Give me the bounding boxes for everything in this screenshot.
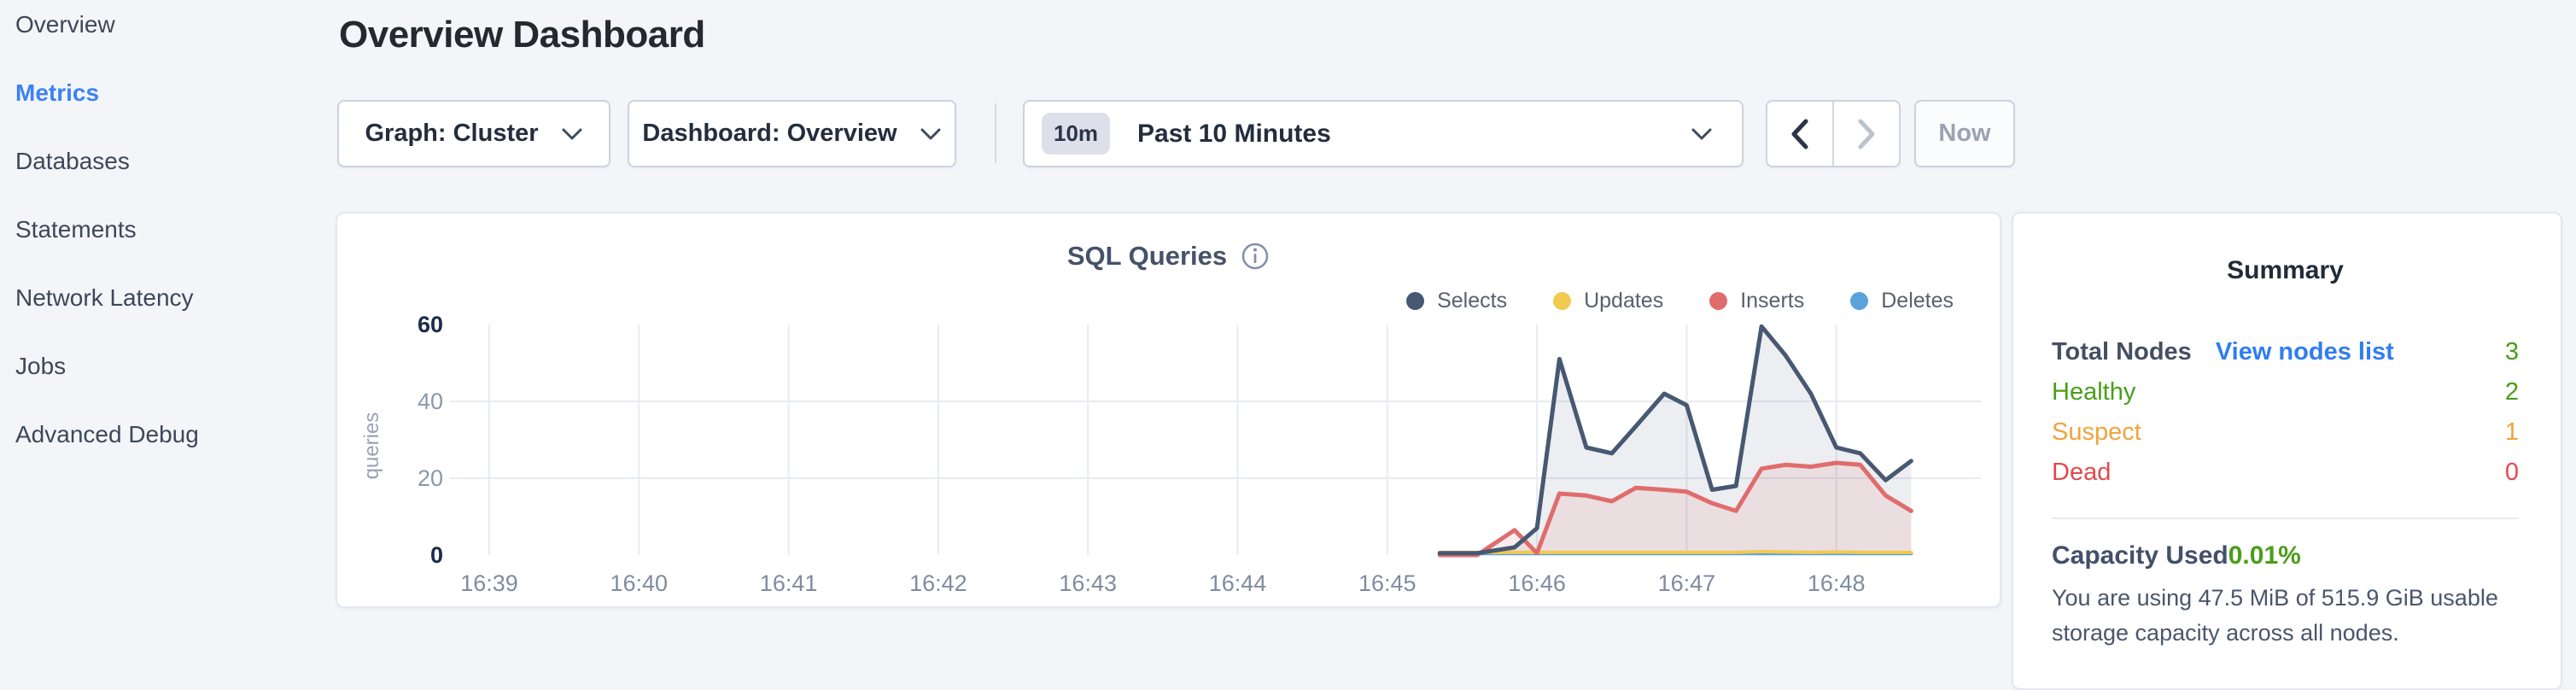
legend-label: Updates	[1584, 289, 1664, 313]
dashboard-dropdown[interactable]: Dashboard: Overview	[628, 100, 956, 167]
now-button[interactable]: Now	[1914, 100, 2015, 167]
svg-text:16:44: 16:44	[1209, 570, 1267, 596]
graph-scope-label: Graph: Cluster	[365, 120, 539, 147]
legend-item-updates: Updates	[1553, 289, 1663, 313]
svg-text:60: 60	[418, 312, 443, 337]
svg-text:40: 40	[418, 389, 443, 414]
time-range-badge: 10m	[1042, 113, 1111, 155]
sidebar-item-advanced-debug[interactable]: Advanced Debug	[15, 421, 199, 447]
info-icon[interactable]	[1241, 242, 1270, 271]
time-range-selector[interactable]: 10m Past 10 Minutes	[1023, 100, 1744, 167]
capacity-used-value: 0.01%	[2228, 541, 2301, 570]
dead-value: 0	[2504, 459, 2519, 486]
sidebar-item-overview[interactable]: Overview	[15, 11, 115, 38]
legend-label: Deletes	[1881, 289, 1954, 313]
time-window-arrows	[1766, 100, 1901, 167]
page-title: Overview Dashboard	[339, 14, 705, 56]
healthy-value: 2	[2504, 378, 2519, 406]
total-nodes-value: 3	[2504, 338, 2519, 365]
total-nodes-row: Total Nodes View nodes list 3	[2052, 338, 2519, 378]
dead-nodes-row: Dead 0	[2052, 459, 2519, 499]
controls-divider	[995, 103, 996, 163]
next-time-window-button[interactable]	[1834, 102, 1899, 166]
chevron-down-icon	[1691, 126, 1713, 142]
legend-dot-icon	[1709, 292, 1728, 310]
dashboard-controls: Graph: Cluster Dashboard: Overview 10m P…	[333, 100, 2576, 167]
legend-dot-icon	[1850, 292, 1869, 310]
chart-title: SQL Queries	[1066, 241, 1228, 271]
healthy-label: Healthy	[2052, 378, 2136, 406]
legend-item-deletes: Deletes	[1850, 289, 1954, 313]
chevron-down-icon	[561, 126, 583, 142]
healthy-nodes-row: Healthy 2	[2052, 378, 2519, 418]
summary-divider	[2052, 518, 2519, 519]
total-nodes-label: Total Nodes	[2052, 338, 2192, 365]
summary-title: Summary	[2227, 256, 2344, 284]
dead-label: Dead	[2052, 459, 2112, 486]
capacity-used-label: Capacity Used	[2052, 541, 2228, 570]
sidebar-item-databases[interactable]: Databases	[15, 148, 130, 174]
svg-text:0: 0	[430, 542, 443, 568]
time-range-label: Past 10 Minutes	[1137, 119, 1331, 148]
sidebar-item-network-latency[interactable]: Network Latency	[15, 284, 194, 311]
legend-item-selects: Selects	[1406, 289, 1507, 313]
svg-text:16:48: 16:48	[1808, 570, 1866, 596]
chart-legend: Selects Updates Inserts Deletes	[1406, 289, 1954, 313]
sidebar-item-metrics[interactable]: Metrics	[15, 79, 100, 106]
suspect-label: Suspect	[2052, 418, 2141, 446]
svg-text:16:40: 16:40	[610, 570, 669, 596]
previous-time-window-button[interactable]	[1767, 102, 1834, 166]
main-content: Overview Dashboard Graph: Cluster Dashbo…	[333, 0, 2576, 690]
capacity-caption: You are using 47.5 MiB of 515.9 GiB usab…	[2052, 585, 2498, 646]
svg-text:16:43: 16:43	[1059, 570, 1117, 596]
dashboard-dropdown-label: Dashboard: Overview	[642, 120, 897, 147]
view-nodes-list-link[interactable]: View nodes list	[2215, 338, 2394, 365]
legend-label: Inserts	[1740, 289, 1805, 313]
chevron-left-icon	[1789, 118, 1811, 150]
sidebar-item-jobs[interactable]: Jobs	[15, 353, 67, 379]
svg-text:16:45: 16:45	[1358, 570, 1417, 596]
chevron-right-icon	[1855, 118, 1878, 150]
now-button-label: Now	[1938, 120, 1991, 147]
graph-scope-dropdown[interactable]: Graph: Cluster	[337, 100, 610, 167]
chevron-down-icon	[920, 126, 942, 142]
legend-label: Selects	[1437, 289, 1508, 313]
svg-text:16:39: 16:39	[460, 570, 518, 596]
suspect-nodes-row: Suspect 1	[2052, 418, 2519, 459]
sql-queries-plot-area[interactable]: 16:39 16:40 16:41 16:42 16:43 16:44 16:45 16:46…	[337, 213, 2000, 606]
suspect-value: 1	[2504, 418, 2519, 446]
sql-queries-chart-card: 16:39 16:40 16:41 16:42 16:43 16:44 16:45 16:46…	[336, 212, 2001, 608]
summary-panel: Summary Total Nodes View nodes list 3 He…	[2012, 212, 2562, 690]
sidebar-item-statements[interactable]: Statements	[15, 216, 137, 243]
legend-dot-icon	[1553, 292, 1572, 310]
svg-text:queries: queries	[360, 412, 383, 480]
sidebar: Overview Metrics Databases Statements Ne…	[0, 0, 333, 623]
svg-text:16:47: 16:47	[1658, 570, 1716, 596]
svg-text:20: 20	[418, 465, 443, 491]
capacity-used-row: Capacity Used 0.01%	[2052, 541, 2519, 570]
svg-text:16:46: 16:46	[1508, 570, 1566, 596]
legend-dot-icon	[1406, 292, 1425, 310]
legend-item-inserts: Inserts	[1709, 289, 1804, 313]
svg-text:16:41: 16:41	[760, 570, 818, 596]
sidebar-nav-list: Overview Metrics Databases Statements Ne…	[0, 0, 333, 469]
svg-text:16:42: 16:42	[909, 570, 967, 596]
